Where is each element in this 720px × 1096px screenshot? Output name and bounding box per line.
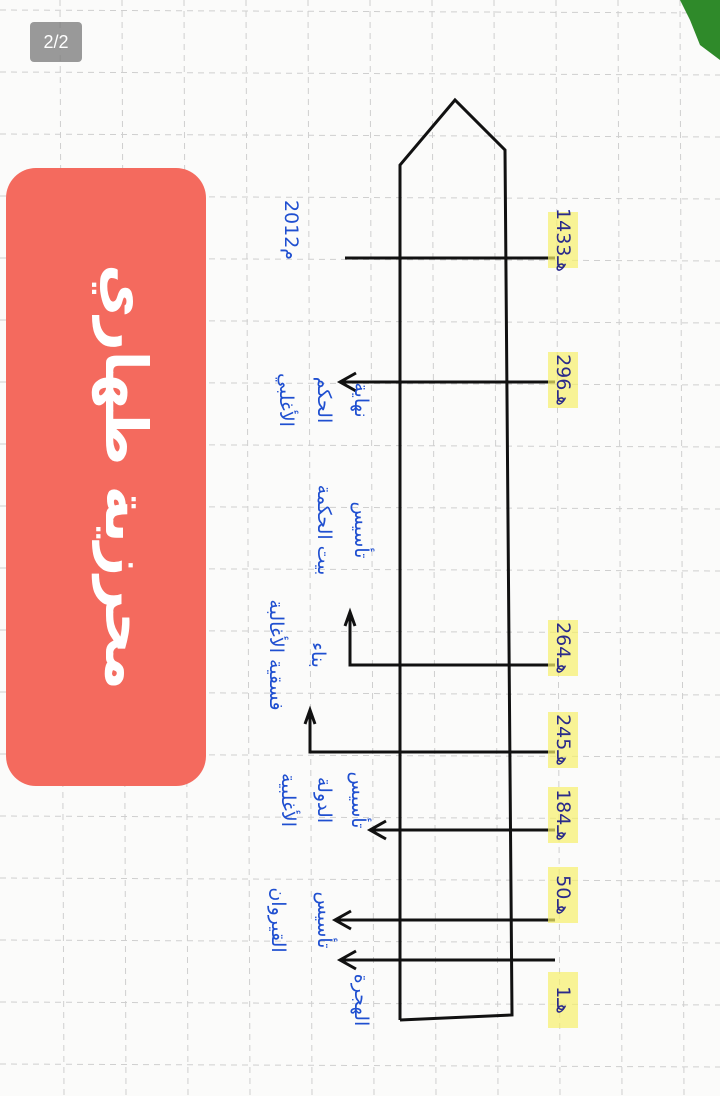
grid-line: [183, 0, 189, 1096]
grid-line: [0, 939, 720, 944]
banner-background: [6, 168, 206, 786]
event-label: تأسيس: [347, 772, 372, 829]
event-label: الحكم: [313, 377, 335, 423]
event-label: بناء: [307, 642, 329, 668]
event-label: تأسيس: [350, 502, 375, 559]
green-corner: [680, 0, 720, 60]
timeline-entry: 264هـ تأسيس بيت الحكمة: [313, 485, 578, 676]
event-label: الأغلبي: [275, 373, 298, 427]
connector-line: [308, 710, 555, 754]
timeline-arrow: [398, 97, 514, 1022]
grid-line: [617, 0, 623, 1096]
arrowhead: [343, 607, 357, 627]
timeline-entry: 296هـ نهاية الحكم الأغلبي: [275, 352, 578, 427]
banner-text: محرزية طهاري: [91, 264, 160, 690]
arrowhead: [336, 949, 357, 971]
arrowhead: [331, 909, 352, 931]
arrowhead: [336, 371, 357, 393]
connector-line: [348, 612, 555, 667]
grid-line: [0, 1063, 720, 1068]
grid-line: [555, 0, 561, 1096]
event-label: فسقية الأغالبة: [265, 599, 288, 710]
arrowhead: [303, 705, 317, 725]
date-label: 1هـ: [552, 986, 574, 1014]
grid-line: [679, 0, 685, 1096]
date-highlight: [548, 620, 578, 676]
date-highlight: [548, 352, 578, 408]
grid-line: [0, 133, 720, 138]
date-label: 1433هـ: [552, 208, 574, 272]
event-label: بيت الحكمة: [313, 485, 335, 576]
timeline-entry: 184هـ تأسيس الدولة الأغلبية: [277, 772, 578, 843]
event-label: القيروان: [267, 887, 289, 952]
timeline-entry: 1هـ الهجرة: [336, 949, 578, 1028]
grid-line: [0, 71, 720, 76]
page-counter-badge: 2/2: [30, 22, 82, 62]
grid-line: [0, 877, 720, 882]
date-label: 245هـ: [552, 714, 574, 766]
grid-line: [0, 9, 720, 14]
grid-line: [431, 0, 437, 1096]
date-highlight: [548, 212, 578, 268]
date-label: 296هـ: [552, 354, 574, 406]
arrowhead: [366, 819, 387, 841]
grid-line: [245, 0, 251, 1096]
date-highlight: [548, 867, 578, 923]
date-highlight: [548, 972, 578, 1028]
event-label: نهاية: [350, 382, 372, 417]
date-label: 184هـ: [552, 789, 574, 841]
grid-line: [493, 0, 499, 1096]
event-label: الدولة: [313, 777, 335, 823]
red-banner: محرزية طهاري: [6, 168, 206, 786]
event-label: 2012م: [280, 200, 302, 260]
grid-line: [369, 0, 375, 1096]
event-label: الهجرة: [350, 974, 372, 1027]
grid-line: [121, 0, 127, 1096]
timeline-entry: 1433هـ 2012م: [280, 200, 578, 272]
timeline-entry: 245هـ بناء فسقية الأغالبة: [265, 599, 578, 768]
event-label: الأغلبية: [277, 773, 300, 827]
grid-line: [59, 0, 65, 1096]
grid-line: [307, 0, 313, 1096]
date-label: 50هـ: [552, 875, 574, 915]
timeline-entry: 50هـ تأسيس القيروان: [267, 867, 578, 953]
event-label: تأسيس: [313, 892, 338, 949]
date-label: 264هـ: [552, 622, 574, 674]
date-highlight: [548, 787, 578, 843]
date-highlight: [548, 712, 578, 768]
